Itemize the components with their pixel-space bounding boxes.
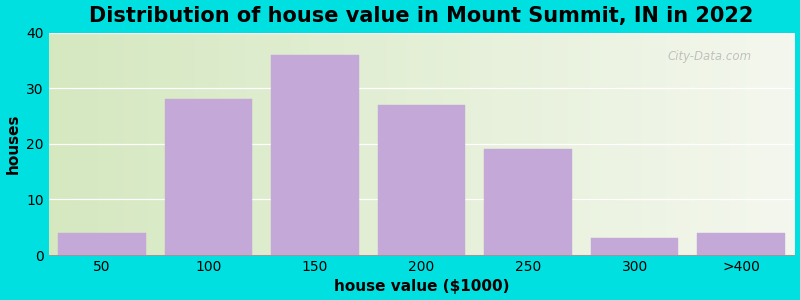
Y-axis label: houses: houses bbox=[6, 114, 21, 174]
Bar bbox=[591, 238, 678, 255]
Bar bbox=[271, 55, 358, 255]
Bar bbox=[378, 105, 466, 255]
Bar bbox=[58, 233, 146, 255]
Bar bbox=[165, 99, 252, 255]
Bar bbox=[698, 233, 785, 255]
Text: City-Data.com: City-Data.com bbox=[668, 50, 752, 64]
X-axis label: house value ($1000): house value ($1000) bbox=[334, 279, 510, 294]
Bar bbox=[484, 149, 572, 255]
Title: Distribution of house value in Mount Summit, IN in 2022: Distribution of house value in Mount Sum… bbox=[90, 6, 754, 26]
